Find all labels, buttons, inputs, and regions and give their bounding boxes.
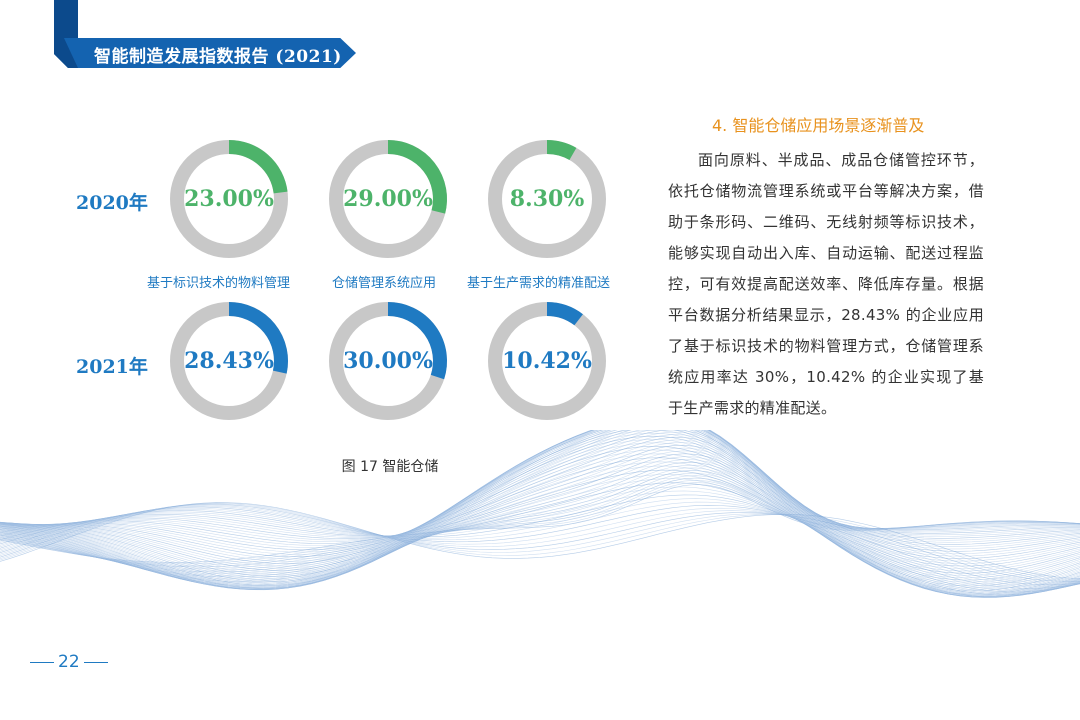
wave-line [0,456,1080,581]
wave-line [0,502,1080,579]
wave-line [0,442,1080,598]
section-heading: 4. 智能仓储应用场景逐渐普及 [712,116,925,135]
wave-line [0,469,1080,596]
donut-2021-material-management: 28.43% [166,298,292,424]
page-number-line-right [83,661,108,663]
donut-value: 8.30% [509,186,585,212]
wave-line [0,430,1080,590]
donut-value: 28.43% [184,348,274,374]
wave-line [0,478,1080,594]
page-number: 22 [30,652,108,672]
section-body: 面向原料、半成品、成品仓储管控环节，依托仓储物流管理系统或平台等解决方案，借助于… [668,151,984,417]
header-corner-bar [54,0,78,40]
donut-2020-wms: 29.00% [325,136,451,262]
donut-arc [228,140,288,194]
wave-line [0,477,1080,568]
wave-line [0,446,1080,598]
page-number-text: 22 [58,652,80,672]
year-label-2021: 2021年 [76,356,148,378]
header-banner: 智能制造发展指数报告 (2021) [54,38,364,68]
wave-decoration [0,430,1080,598]
category-label-precise-delivery: 基于生产需求的精准配送 [467,276,611,291]
donut-arc [387,140,447,214]
wave-line [0,504,1080,586]
wave-line [0,505,1080,584]
donut-chart-grid: 2020年 2021年 23.00% 29.00% 8.30% 基于标识技术的物… [0,0,660,480]
wave-line [0,482,1080,565]
wave-line [0,486,1080,592]
figure-caption: 图 17 智能仓储 [341,459,439,475]
wave-line [0,504,1080,583]
donut-2021-wms: 30.00% [325,298,451,424]
report-title: 智能制造发展指数报告 (2021) [94,47,342,67]
page-number-line-left [30,661,54,663]
wave-line [0,498,1080,588]
donut-value: 30.00% [343,348,433,374]
donut-2021-precise-delivery: 10.42% [484,298,610,424]
donut-arc [546,140,577,161]
wave-line [0,430,1080,591]
wave-line [0,482,1080,593]
wave-line [0,494,1080,589]
donut-value: 10.42% [502,348,592,374]
wave-line [0,462,1080,578]
wave-line [0,449,1080,598]
donut-arc [546,302,583,326]
donut-value: 23.00% [184,186,274,212]
wave-line [0,470,1080,573]
wave-line [0,490,1080,590]
donut-value: 29.00% [343,186,433,212]
wave-line [0,453,1080,598]
category-label-wms: 仓储管理系统应用 [332,276,437,291]
wave-line [0,430,1080,591]
donut-arc [228,302,288,374]
donut-arc [387,302,447,380]
wave-line [0,465,1080,597]
donut-2020-material-management: 23.00% [166,136,292,262]
year-label-2020: 2020年 [76,192,148,214]
donut-2020-precise-delivery: 8.30% [484,136,610,262]
wave-line [0,461,1080,597]
wave-line [0,457,1080,598]
wave-line [0,501,1080,587]
category-label-material-management: 基于标识技术的物料管理 [147,276,291,291]
wave-line [0,474,1080,595]
